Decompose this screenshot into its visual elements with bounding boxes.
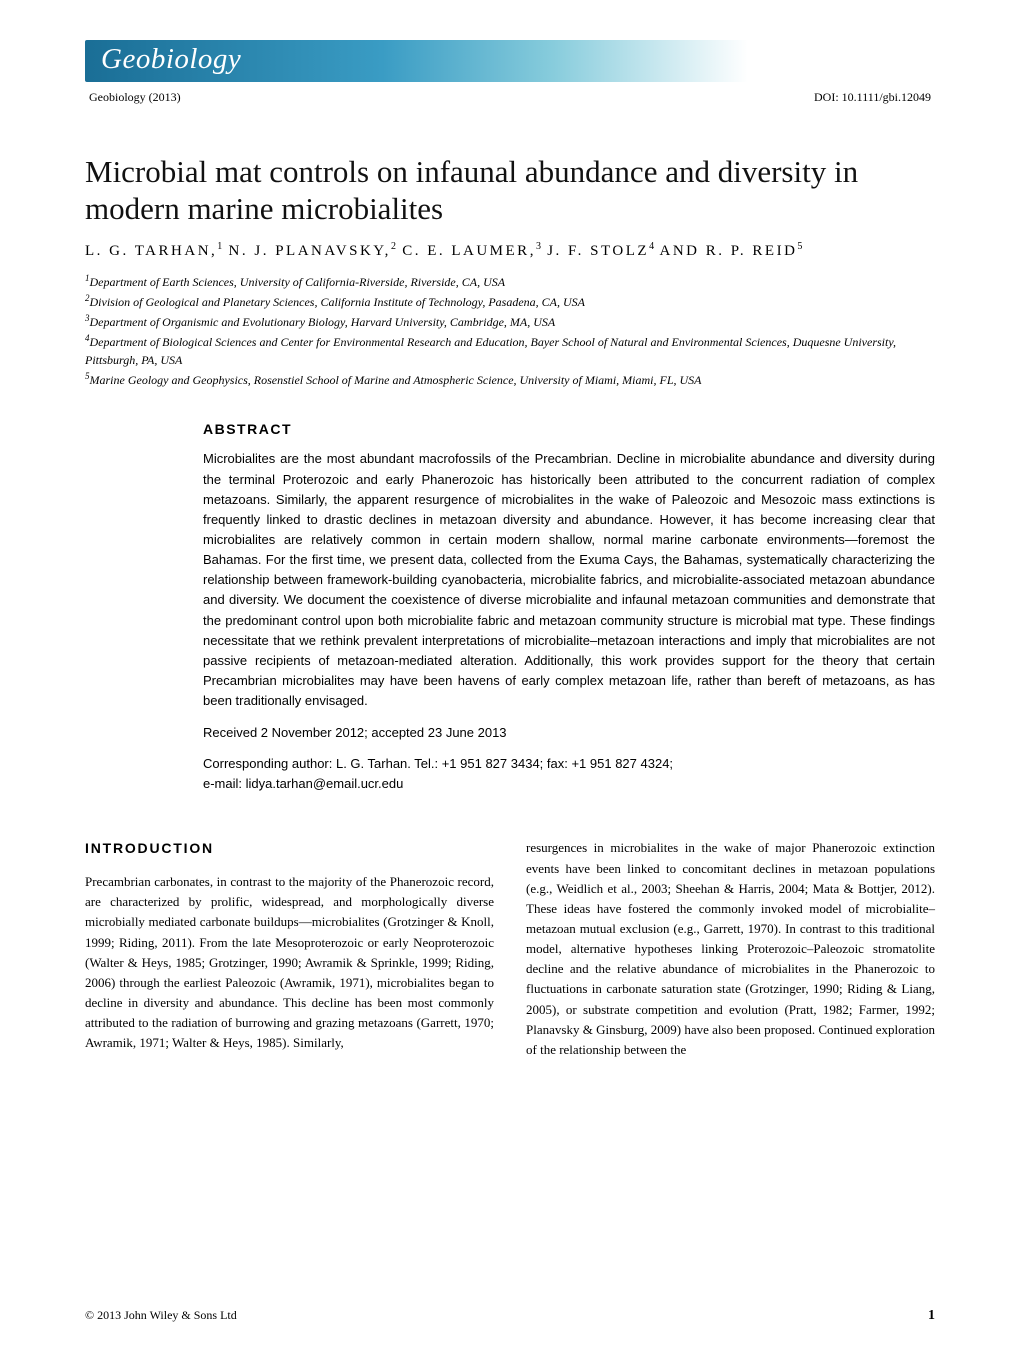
authors-line: L. G. TARHAN,1 N. J. PLANAVSKY,2 C. E. L…	[85, 241, 935, 260]
abstract-text: Microbialites are the most abundant macr…	[203, 449, 935, 711]
corresponding-author: Corresponding author: L. G. Tarhan. Tel.…	[203, 754, 935, 794]
affil-text-2: Division of Geological and Planetary Sci…	[90, 295, 586, 309]
affiliation-4: 4Department of Biological Sciences and C…	[85, 332, 935, 369]
author-1: L. G. TARHAN,	[85, 243, 217, 259]
intro-paragraph-1: Precambrian carbonates, in contrast to t…	[85, 872, 494, 1053]
corresponding-line1: Corresponding author: L. G. Tarhan. Tel.…	[203, 756, 673, 771]
introduction-heading: INTRODUCTION	[85, 838, 494, 860]
citation-text: Geobiology (2013)	[89, 90, 181, 105]
journal-title: Geobiology	[101, 43, 241, 76]
corresponding-line2: e-mail: lidya.tarhan@email.ucr.edu	[203, 776, 403, 791]
affil-text-5: Marine Geology and Geophysics, Rosenstie…	[90, 373, 702, 387]
affiliation-3: 3Department of Organismic and Evolutiona…	[85, 312, 935, 331]
copyright-text: © 2013 John Wiley & Sons Ltd	[85, 1308, 237, 1324]
received-text: Received 2 November 2012; accepted 23 Ju…	[203, 725, 935, 740]
page-number: 1	[928, 1308, 935, 1324]
column-left: INTRODUCTION Precambrian carbonates, in …	[85, 838, 494, 1060]
author-5: AND R. P. REID	[654, 243, 797, 259]
affil-text-3: Department of Organismic and Evolutionar…	[90, 315, 556, 329]
journal-banner: Geobiology	[85, 40, 935, 82]
abstract-section: ABSTRACT Microbialites are the most abun…	[85, 421, 935, 794]
page-footer: © 2013 John Wiley & Sons Ltd 1	[85, 1308, 935, 1324]
affiliation-1: 1Department of Earth Sciences, Universit…	[85, 272, 935, 291]
intro-paragraph-2: resurgences in microbialites in the wake…	[526, 838, 935, 1060]
affiliation-5: 5Marine Geology and Geophysics, Rosensti…	[85, 370, 935, 389]
abstract-heading: ABSTRACT	[203, 421, 935, 437]
author-4: J. F. STOLZ	[541, 243, 649, 259]
author-3: C. E. LAUMER,	[396, 243, 536, 259]
affil-text-1: Department of Earth Sciences, University…	[90, 275, 506, 289]
column-right: resurgences in microbialites in the wake…	[526, 838, 935, 1060]
doi-text: DOI: 10.1111/gbi.12049	[814, 90, 931, 105]
meta-row: Geobiology (2013) DOI: 10.1111/gbi.12049	[85, 90, 935, 105]
article-title: Microbial mat controls on infaunal abund…	[85, 153, 935, 227]
affiliation-2: 2Division of Geological and Planetary Sc…	[85, 292, 935, 311]
affiliations: 1Department of Earth Sciences, Universit…	[85, 272, 935, 389]
body-columns: INTRODUCTION Precambrian carbonates, in …	[85, 838, 935, 1060]
affil-text-4: Department of Biological Sciences and Ce…	[85, 335, 896, 367]
author-2: N. J. PLANAVSKY,	[222, 243, 391, 259]
author-sup-5: 5	[797, 241, 802, 252]
